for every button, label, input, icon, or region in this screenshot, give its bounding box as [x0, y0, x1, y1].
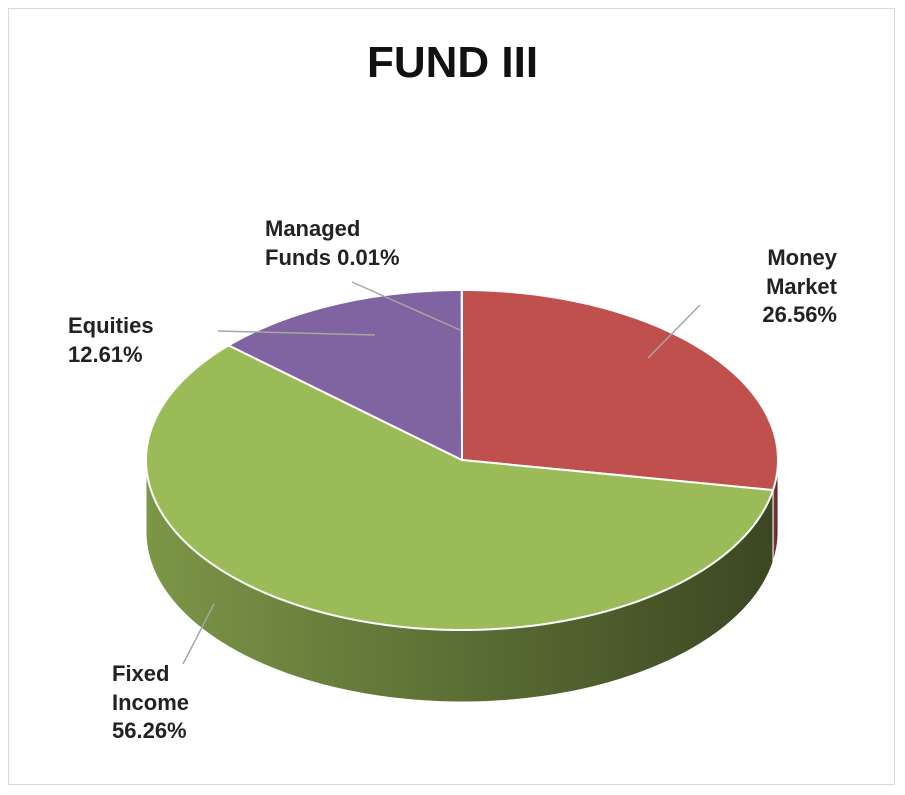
leader-line	[647, 304, 701, 359]
data-label: Equities 12.61%	[68, 312, 178, 369]
value-label: 26.56%	[762, 302, 837, 328]
leader-line	[217, 330, 376, 336]
chart-frame	[8, 8, 895, 785]
category-name: Equities	[68, 313, 154, 338]
leader-line	[182, 603, 215, 665]
category-name: Managed Funds	[265, 216, 361, 270]
chart-title: FUND III	[366, 38, 539, 87]
value-label: 56.26%	[112, 718, 187, 744]
category-name: Fixed Income	[112, 661, 190, 715]
data-label: Managed Funds 0.01%	[265, 215, 415, 272]
data-label: Fixed Income 56.26%	[112, 660, 222, 746]
data-label: Money Market 26.56%	[722, 244, 837, 330]
leader-line	[351, 281, 461, 331]
slice	[461, 289, 779, 492]
value-label: 12.61%	[68, 341, 143, 367]
slice	[145, 344, 775, 631]
category-name: Money Market	[766, 245, 837, 299]
value-label: 0.01%	[337, 244, 400, 270]
